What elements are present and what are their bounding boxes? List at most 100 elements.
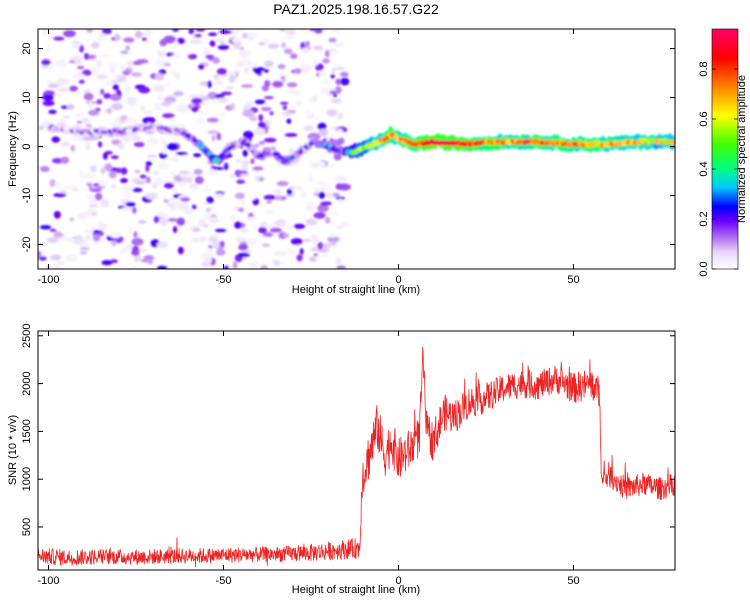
noise-blob xyxy=(110,102,123,111)
noise-blob xyxy=(75,91,82,96)
noise-blob xyxy=(240,160,251,166)
noise-blob xyxy=(228,29,242,35)
noise-blob xyxy=(263,137,277,143)
noise-blob xyxy=(329,29,342,34)
noise-blob xyxy=(305,41,310,47)
noise-blob xyxy=(319,185,330,193)
noise-blob xyxy=(49,179,56,187)
noise-blob xyxy=(281,78,286,83)
noise-blob xyxy=(286,82,298,88)
noise-blob xyxy=(336,265,347,269)
noise-blob xyxy=(321,252,329,258)
noise-blob xyxy=(147,116,156,124)
noise-blob xyxy=(216,248,226,256)
noise-blob xyxy=(61,142,71,146)
noise-blob xyxy=(305,218,318,226)
noise-blob xyxy=(123,37,135,43)
noise-blob xyxy=(301,47,310,53)
noise-blob xyxy=(199,236,207,243)
ridge-core xyxy=(242,138,247,143)
noise-blob xyxy=(120,178,128,184)
noise-blob xyxy=(335,183,344,190)
noise-blob xyxy=(84,141,91,147)
noise-blob xyxy=(312,94,318,103)
noise-blob xyxy=(281,41,287,49)
snr-x-tick-label: -100 xyxy=(37,575,59,587)
noise-blob xyxy=(107,107,112,114)
noise-blob xyxy=(56,78,70,86)
snr-x-tick-label: -50 xyxy=(216,575,232,587)
noise-blob xyxy=(84,229,94,234)
snr-x-axis-title: Height of straight line (km) xyxy=(292,584,420,596)
noise-blob xyxy=(39,125,44,131)
noise-blob xyxy=(245,101,254,108)
noise-blob xyxy=(133,231,138,238)
noise-blob xyxy=(258,42,266,46)
noise-blob xyxy=(305,109,311,118)
noise-blob xyxy=(332,93,338,98)
noise-blob xyxy=(319,202,330,206)
noise-blob xyxy=(194,118,206,124)
noise-blob xyxy=(164,96,177,103)
noise-blob xyxy=(114,33,121,41)
noise-blob xyxy=(233,42,241,50)
noise-blob xyxy=(88,204,99,208)
noise-blob xyxy=(205,207,212,212)
noise-blob xyxy=(283,232,289,238)
noise-blob xyxy=(335,257,342,266)
noise-blob xyxy=(211,100,217,105)
noise-blob xyxy=(300,42,306,49)
noise-blob xyxy=(142,29,153,37)
noise-blob xyxy=(260,221,269,228)
noise-blob xyxy=(156,218,170,224)
noise-blob xyxy=(172,189,179,194)
noise-blob xyxy=(180,197,191,202)
noise-blob xyxy=(260,265,268,269)
ridge-core xyxy=(200,145,205,150)
noise-blob xyxy=(88,109,100,116)
noise-blob xyxy=(96,74,109,79)
noise-blob xyxy=(237,50,251,56)
noise-blob xyxy=(337,137,345,145)
noise-blob xyxy=(325,217,331,224)
noise-blob xyxy=(147,259,154,265)
snr-y-axis-title: SNR (10 * v/v) xyxy=(7,415,19,485)
noise-blob xyxy=(285,29,297,36)
noise-blob xyxy=(314,255,319,261)
noise-blob xyxy=(314,187,321,194)
ridge-core xyxy=(203,148,209,153)
ridge-core xyxy=(254,151,259,156)
noise-blob xyxy=(159,39,167,47)
noise-blob xyxy=(170,54,181,58)
noise-blob xyxy=(290,238,303,245)
noise-blob xyxy=(120,246,130,252)
noise-blob xyxy=(77,65,85,70)
noise-blob xyxy=(92,234,101,242)
noise-blob xyxy=(245,237,258,245)
noise-blob xyxy=(98,54,112,58)
colorbar-tick-label: 0.4 xyxy=(698,161,710,176)
noise-blob xyxy=(173,91,184,97)
noise-blob xyxy=(91,67,100,75)
noise-blob xyxy=(285,193,296,197)
noise-blob xyxy=(73,73,86,79)
noise-blob xyxy=(50,254,62,261)
noise-blob xyxy=(296,185,303,192)
noise-blob xyxy=(132,206,137,214)
noise-blob xyxy=(127,59,133,68)
noise-blob xyxy=(248,31,258,38)
noise-blob xyxy=(141,37,147,41)
spectrogram-y-tick-label: 10 xyxy=(21,91,33,103)
noise-blob xyxy=(214,193,225,199)
colorbar-ticks: 0.0 0.2 0.4 0.6 0.8 xyxy=(698,61,738,277)
noise-blob xyxy=(131,237,144,246)
noise-blob xyxy=(258,141,266,145)
noise-blob xyxy=(53,231,63,238)
noise-blob xyxy=(295,100,303,106)
noise-blob xyxy=(205,216,218,221)
noise-blob xyxy=(138,86,151,94)
noise-blob xyxy=(121,137,132,142)
noise-blob xyxy=(317,122,327,131)
noise-blob xyxy=(206,117,219,123)
noise-blob xyxy=(176,217,186,226)
